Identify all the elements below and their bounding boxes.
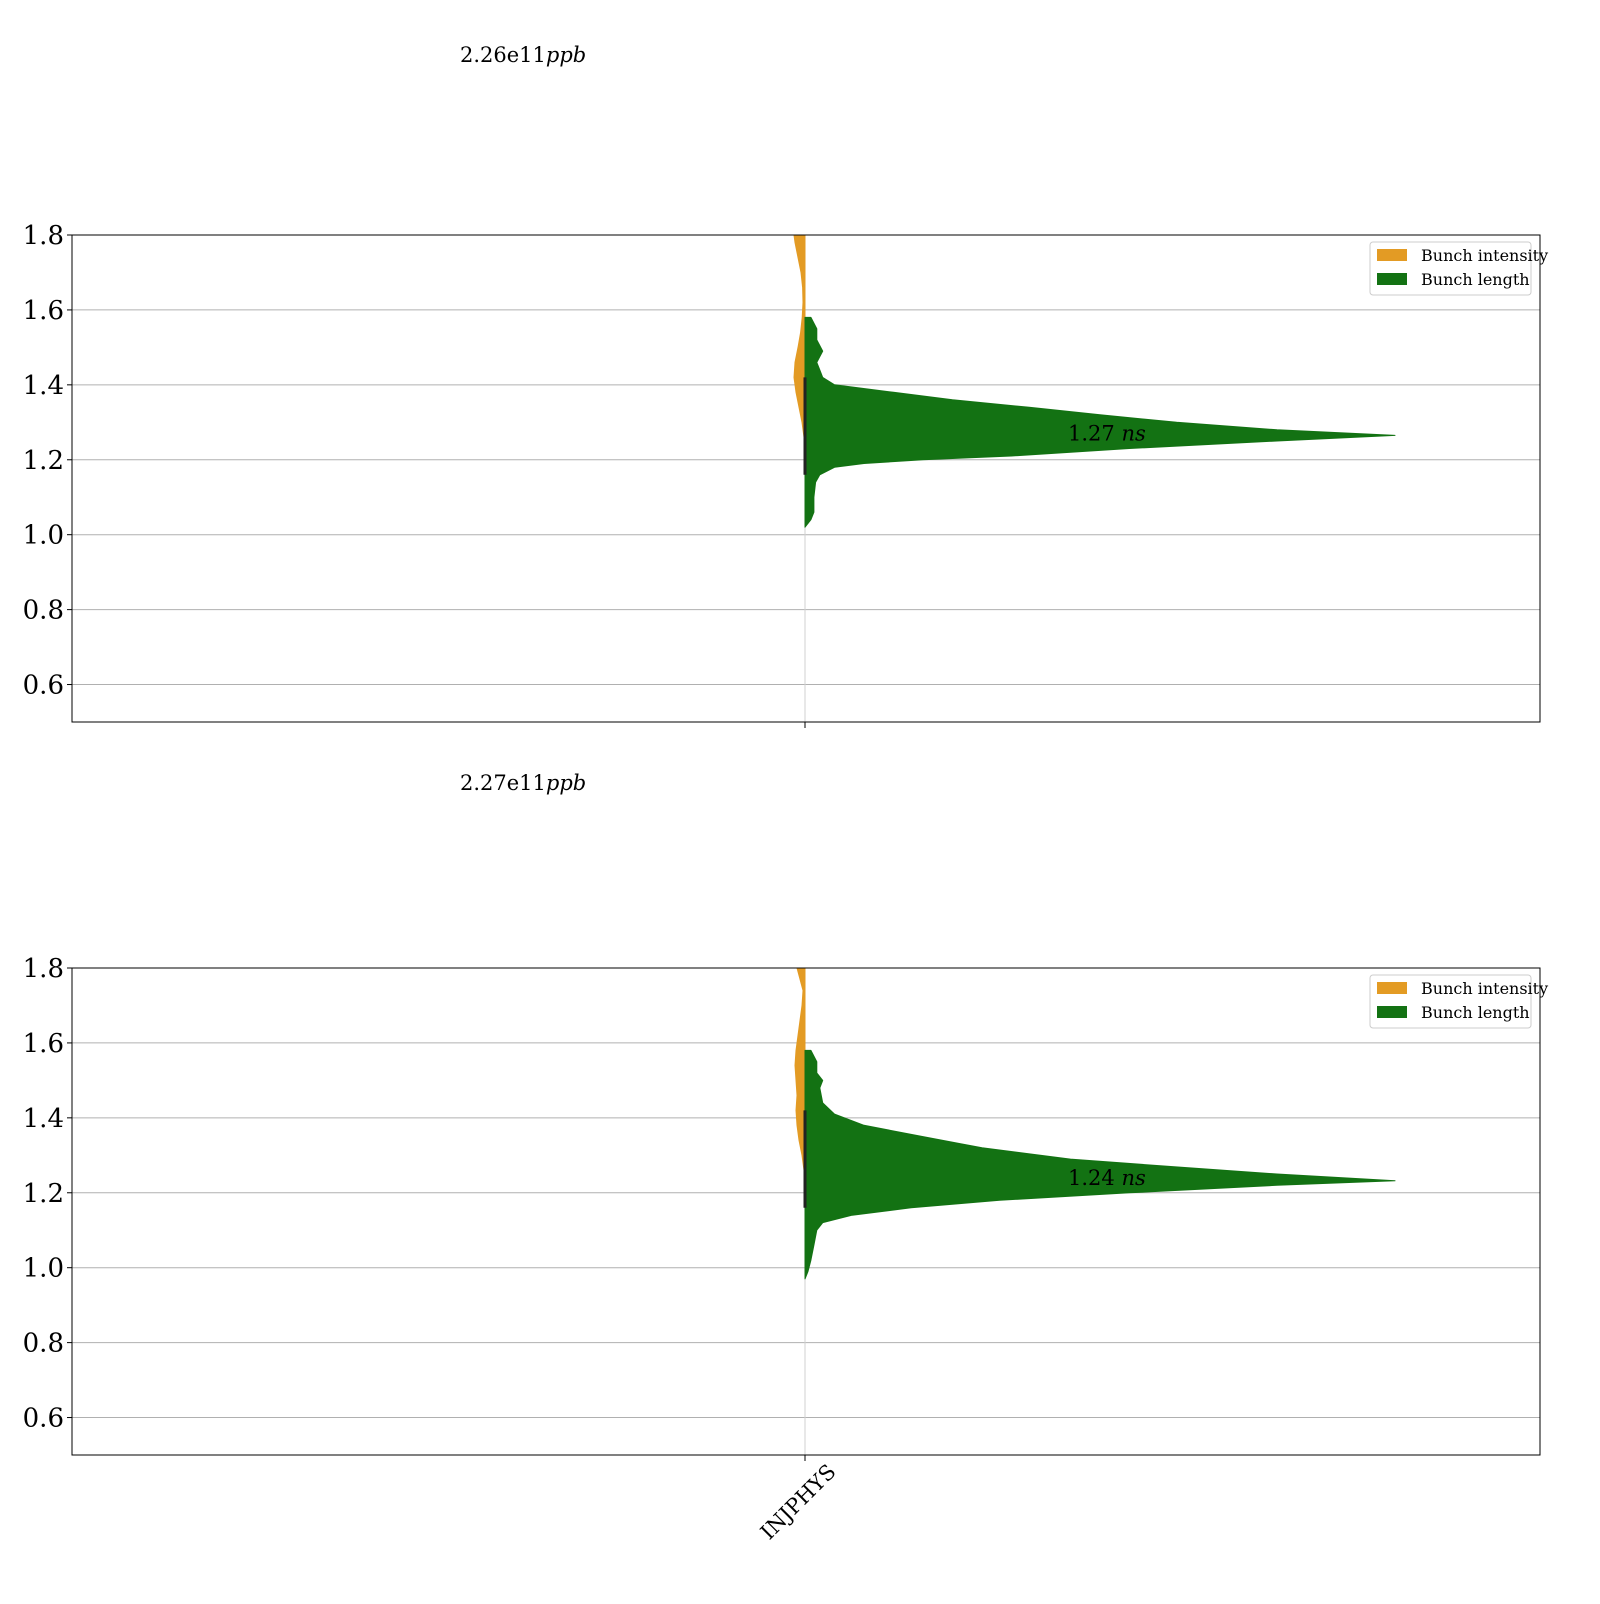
plot-frame (71, 234, 1541, 723)
y-tick-label: 0.8 (23, 596, 64, 626)
y-tick-label: 1.4 (23, 371, 64, 401)
legend-box (1369, 241, 1532, 296)
legend-label: Bunch length (1421, 1003, 1530, 1022)
intensity-annotation-value: 2.27e11 (460, 771, 546, 795)
intensity-annotation-unit: ppb (546, 771, 586, 795)
y-tick-label: 0.8 (23, 1329, 64, 1359)
y-tick-label: 1.0 (23, 1254, 64, 1284)
median-label-space (1115, 422, 1122, 446)
legend-label: Bunch length (1421, 270, 1530, 289)
y-tick-label: 1.6 (23, 1029, 64, 1059)
plot-frame (71, 967, 1541, 1456)
y-tick-label: 0.6 (23, 671, 64, 701)
legend: Bunch intensity Bunch length (1369, 974, 1548, 1029)
legend-swatch (1377, 249, 1407, 261)
y-tick-label: 1.8 (23, 954, 64, 984)
violin-bunch-length (804, 316, 1396, 528)
x-tick-label: INJPHYS (756, 1460, 841, 1545)
y-tick-label: 1.2 (23, 446, 64, 476)
y-tick-label: 1.8 (23, 221, 64, 251)
y-tick-label: 1.4 (23, 1104, 64, 1134)
y-tick-label: 1.2 (23, 1179, 64, 1209)
chart-panel-top: 2.26e11ppb 0.6 0.8 1.0 1.2 1.4 1.6 1.8 1.27 ns Bu… (23, 43, 1548, 728)
legend-label: Bunch intensity (1421, 246, 1548, 265)
y-tick-label: 1.0 (23, 521, 64, 551)
median-label-unit: ns (1121, 422, 1146, 446)
legend: Bunch intensity Bunch length (1369, 241, 1548, 296)
violin-bunch-intensity (793, 234, 806, 461)
median-label-unit: ns (1121, 1166, 1146, 1190)
legend-label: Bunch intensity (1421, 979, 1548, 998)
intensity-annotation-unit: ppb (546, 43, 586, 67)
median-label-value: 1.27 (1068, 422, 1115, 446)
median-label-value: 1.24 (1068, 1166, 1115, 1190)
chart-panel-bottom: 2.27e11ppb 0.6 0.8 1.0 1.2 1.4 1.6 1.8 1.24 ns Bu… (23, 771, 1549, 1544)
legend-swatch (1377, 1006, 1407, 1018)
median-label-space (1115, 1166, 1122, 1190)
intensity-annotation: 2.26e11ppb (460, 43, 586, 67)
median-label: 1.24 ns (1068, 1166, 1146, 1190)
legend-swatch (1377, 982, 1407, 994)
median-label: 1.27 ns (1068, 422, 1146, 446)
violin-bunch-length (804, 1049, 1396, 1280)
legend-box (1369, 974, 1532, 1029)
y-tick-label: 0.6 (23, 1404, 64, 1434)
intensity-annotation-value: 2.26e11 (460, 43, 546, 67)
intensity-annotation: 2.27e11ppb (460, 771, 586, 795)
legend-swatch (1377, 273, 1407, 285)
y-tick-label: 1.6 (23, 296, 64, 326)
